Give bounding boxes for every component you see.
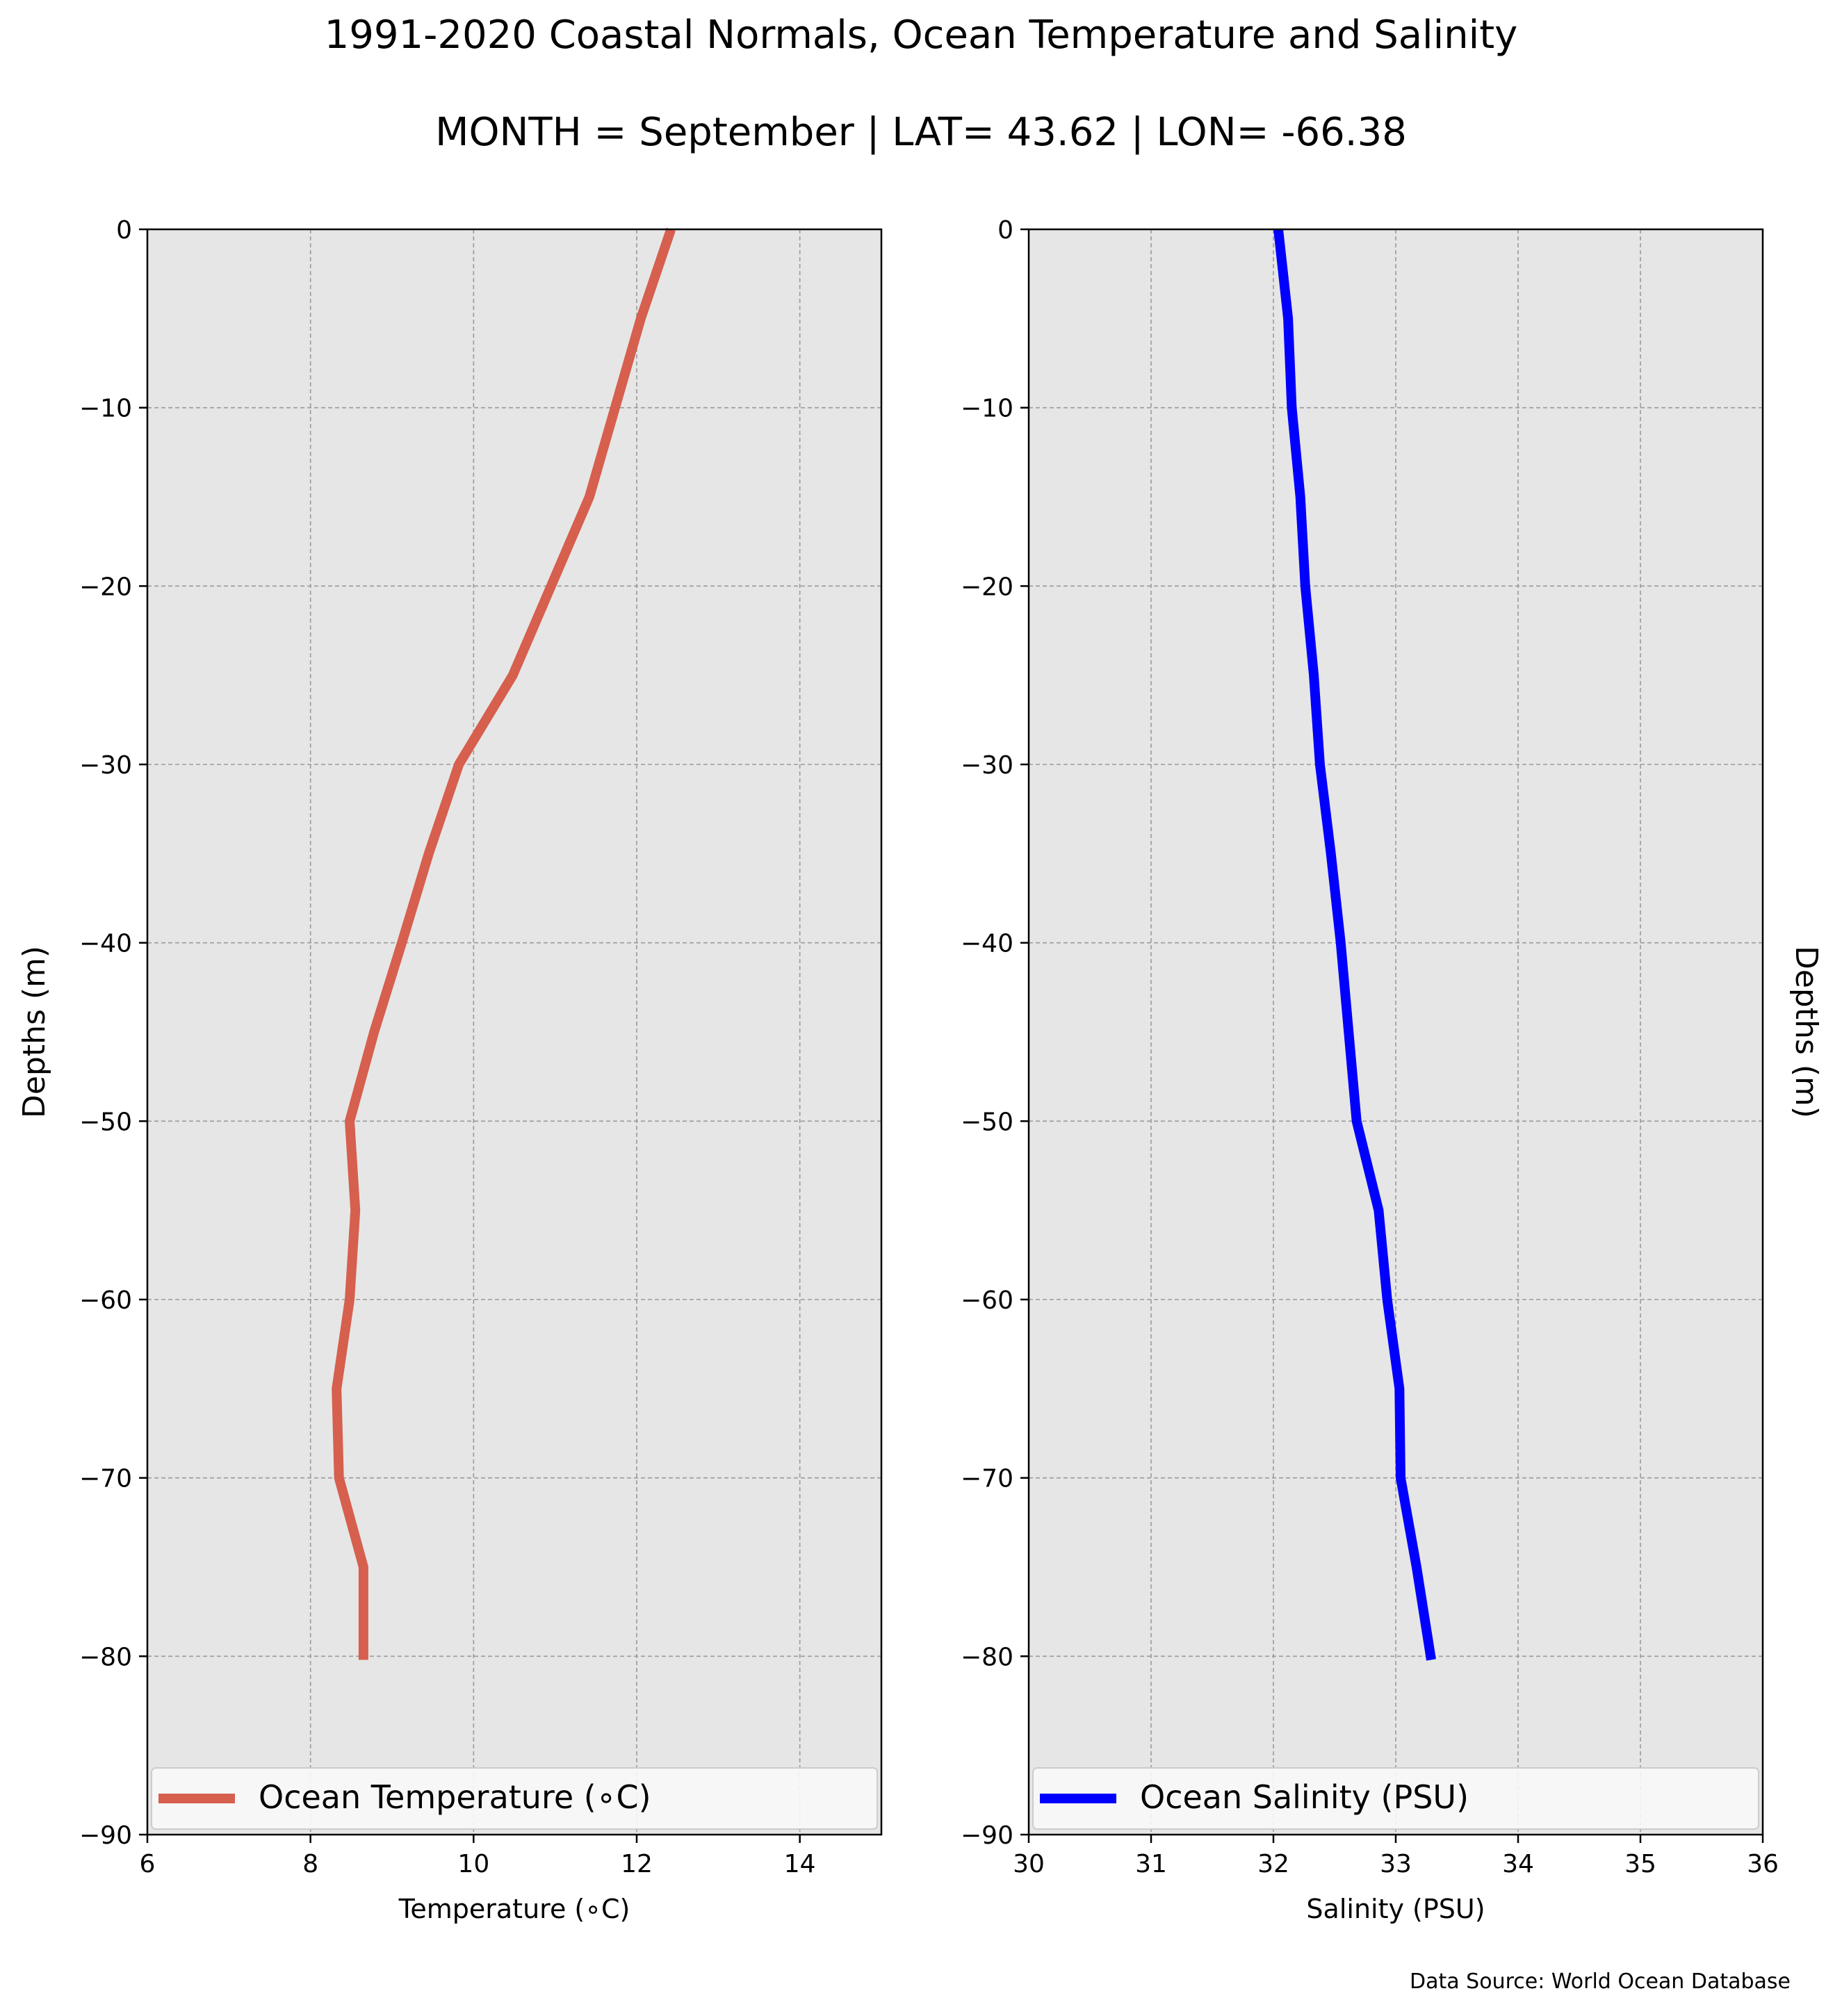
temperature-y-tick-label: −10 (79, 395, 132, 423)
temperature-y-tick-label: −70 (79, 1465, 132, 1493)
salinity-x-tick-label: 34 (1502, 1850, 1534, 1878)
temperature-y-tick-label: −20 (79, 573, 132, 601)
salinity-y-axis-label: Depths (m) (1788, 946, 1824, 1118)
salinity-y-tick-label: −60 (961, 1286, 1013, 1315)
salinity-y-tick-label: −10 (961, 395, 1013, 423)
salinity-y-tick-label: −20 (961, 573, 1013, 601)
temperature-legend-box (151, 1767, 878, 1830)
temperature-y-tick-label: −40 (79, 930, 132, 958)
temperature-x-tick-label: 14 (784, 1850, 816, 1878)
temperature-plot-area (147, 229, 881, 1835)
temperature-y-tick-label: −80 (79, 1643, 132, 1671)
temperature-y-tick-label: 0 (116, 216, 132, 245)
salinity-y-tick-label: −50 (961, 1108, 1013, 1136)
salinity-legend-box (1032, 1767, 1759, 1830)
temperature-x-tick-label: 6 (140, 1850, 156, 1878)
salinity-legend: Ocean Salinity (PSU) (1032, 1767, 1759, 1830)
salinity-legend-label: Ocean Salinity (PSU) (1140, 1778, 1469, 1816)
salinity-y-tick-label: −30 (961, 751, 1013, 780)
temperature-y-tick-label: −90 (79, 1821, 132, 1850)
temperature-x-axis-label: Temperature (∘C) (398, 1894, 630, 1924)
salinity-panel: 30 31 32 33 34 35 36 0 −10 −20 −30 −40 −50 −60 −70 −80 −… (961, 216, 1824, 1924)
temperature-y-axis-label: Depths (m) (17, 946, 52, 1118)
temperature-y-tick-label: −30 (79, 751, 132, 780)
salinity-series-line (1273, 229, 1436, 1661)
temperature-panel: 6 8 10 12 14 0 −10 −20 −30 −40 −50 −60 −70 −80 −90 Temp… (17, 216, 883, 1924)
temperature-y-tick-label: −60 (79, 1286, 132, 1315)
salinity-y-tick-label: −90 (961, 1821, 1013, 1850)
chart-title: 1991-2020 Coastal Normals, Ocean Tempera… (324, 13, 1518, 58)
salinity-y-tick-label: 0 (997, 216, 1013, 245)
salinity-x-tick-label: 31 (1135, 1850, 1167, 1878)
salinity-x-tick-label: 33 (1380, 1850, 1412, 1878)
temperature-axes-frame (146, 228, 883, 1836)
temperature-series-line (332, 227, 676, 1660)
temperature-y-tick-label: −50 (79, 1108, 132, 1136)
salinity-y-tick-label: −40 (961, 930, 1013, 958)
data-source-note: Data Source: World Ocean Database (1410, 1969, 1791, 1994)
temperature-x-tick-label: 8 (302, 1850, 318, 1878)
salinity-y-tick-label: −70 (961, 1465, 1013, 1493)
temperature-legend: Ocean Temperature (∘C) (151, 1767, 878, 1830)
chart-subtitle: MONTH = September | LAT= 43.62 | LON= -6… (435, 110, 1407, 155)
salinity-x-tick-label: 32 (1257, 1850, 1289, 1878)
temperature-x-tick-label: 10 (457, 1850, 489, 1878)
salinity-x-axis-label: Salinity (PSU) (1306, 1894, 1485, 1924)
temperature-x-tick-label: 12 (621, 1850, 653, 1878)
salinity-x-tick-label: 36 (1747, 1850, 1779, 1878)
temperature-legend-label: Ocean Temperature (∘C) (259, 1778, 651, 1816)
salinity-y-tick-label: −80 (961, 1643, 1013, 1671)
salinity-x-tick-label: 35 (1624, 1850, 1656, 1878)
salinity-x-tick-label: 30 (1013, 1850, 1045, 1878)
